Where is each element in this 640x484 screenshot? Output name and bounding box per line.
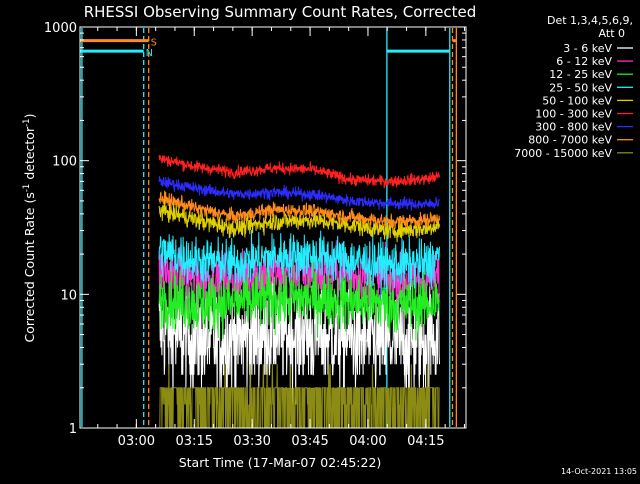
y-tick-label-1: 10 bbox=[60, 288, 77, 303]
legend-label-5: 100 - 300 keV bbox=[535, 108, 612, 121]
y-axis-label-main: Corrected Count Rate (s bbox=[22, 192, 37, 342]
x-tick-label-0: 03:00 bbox=[118, 434, 155, 449]
y-tick-label-3: 1000 bbox=[44, 21, 77, 36]
legend-label-6: 300 - 800 keV bbox=[535, 121, 612, 134]
plot-frame bbox=[79, 26, 467, 429]
y-axis-label-superscript-1: -1 bbox=[22, 184, 32, 192]
x-tick-label-4: 04:00 bbox=[349, 434, 386, 449]
state-flag-S: S bbox=[151, 38, 157, 49]
y-axis-label-middle: detector bbox=[22, 126, 37, 184]
legend-header-attenuator: Att 0 bbox=[599, 27, 625, 40]
y-tick-label-0: 1 bbox=[69, 422, 77, 437]
chart-title: RHESSI Observing Summary Count Rates, Co… bbox=[84, 3, 477, 21]
legend-label-2: 12 - 25 keV bbox=[549, 68, 612, 81]
plot-area: SN bbox=[80, 28, 458, 429]
x-tick-label-1: 03:15 bbox=[176, 434, 213, 449]
series-line-0 bbox=[158, 266, 440, 405]
legend-header-detectors: Det 1,3,4,5,6,9, bbox=[547, 14, 633, 27]
x-tick-label-3: 03:45 bbox=[291, 434, 328, 449]
plot-axes: 1 10 100 1000 03:00 03:15 03:30 03:45 04:00 04:15 bbox=[44, 21, 467, 449]
x-axis-label: Start Time (17-Mar-07 02:45:22) bbox=[179, 455, 382, 470]
state-flag-N: N bbox=[146, 48, 153, 59]
legend-label-4: 50 - 100 keV bbox=[542, 94, 612, 107]
x-tick-label-2: 03:30 bbox=[233, 434, 270, 449]
series-line-6 bbox=[158, 176, 440, 211]
footer-timestamp: 14-Oct-2021 13:05 bbox=[561, 467, 637, 476]
legend-label-8: 7000 - 15000 keV bbox=[514, 147, 612, 160]
y-axis-label: Corrected Count Rate (s-1 detector-1) bbox=[22, 114, 37, 343]
y-tick-label-2: 100 bbox=[52, 155, 77, 170]
y-axis-label-end: ) bbox=[22, 114, 37, 119]
series-line-5 bbox=[158, 155, 440, 189]
series-line-2 bbox=[158, 256, 440, 341]
legend-label-7: 800 - 7000 keV bbox=[528, 134, 612, 147]
y-axis-label-superscript-2: -1 bbox=[22, 118, 32, 126]
legend-label-1: 6 - 12 keV bbox=[556, 55, 612, 68]
legend-label-0: 3 - 6 keV bbox=[563, 42, 612, 55]
series-line-3 bbox=[158, 229, 440, 300]
x-tick-label-5: 04:15 bbox=[407, 434, 444, 449]
legend-label-3: 25 - 50 keV bbox=[549, 81, 612, 94]
series-line-7 bbox=[158, 190, 440, 230]
